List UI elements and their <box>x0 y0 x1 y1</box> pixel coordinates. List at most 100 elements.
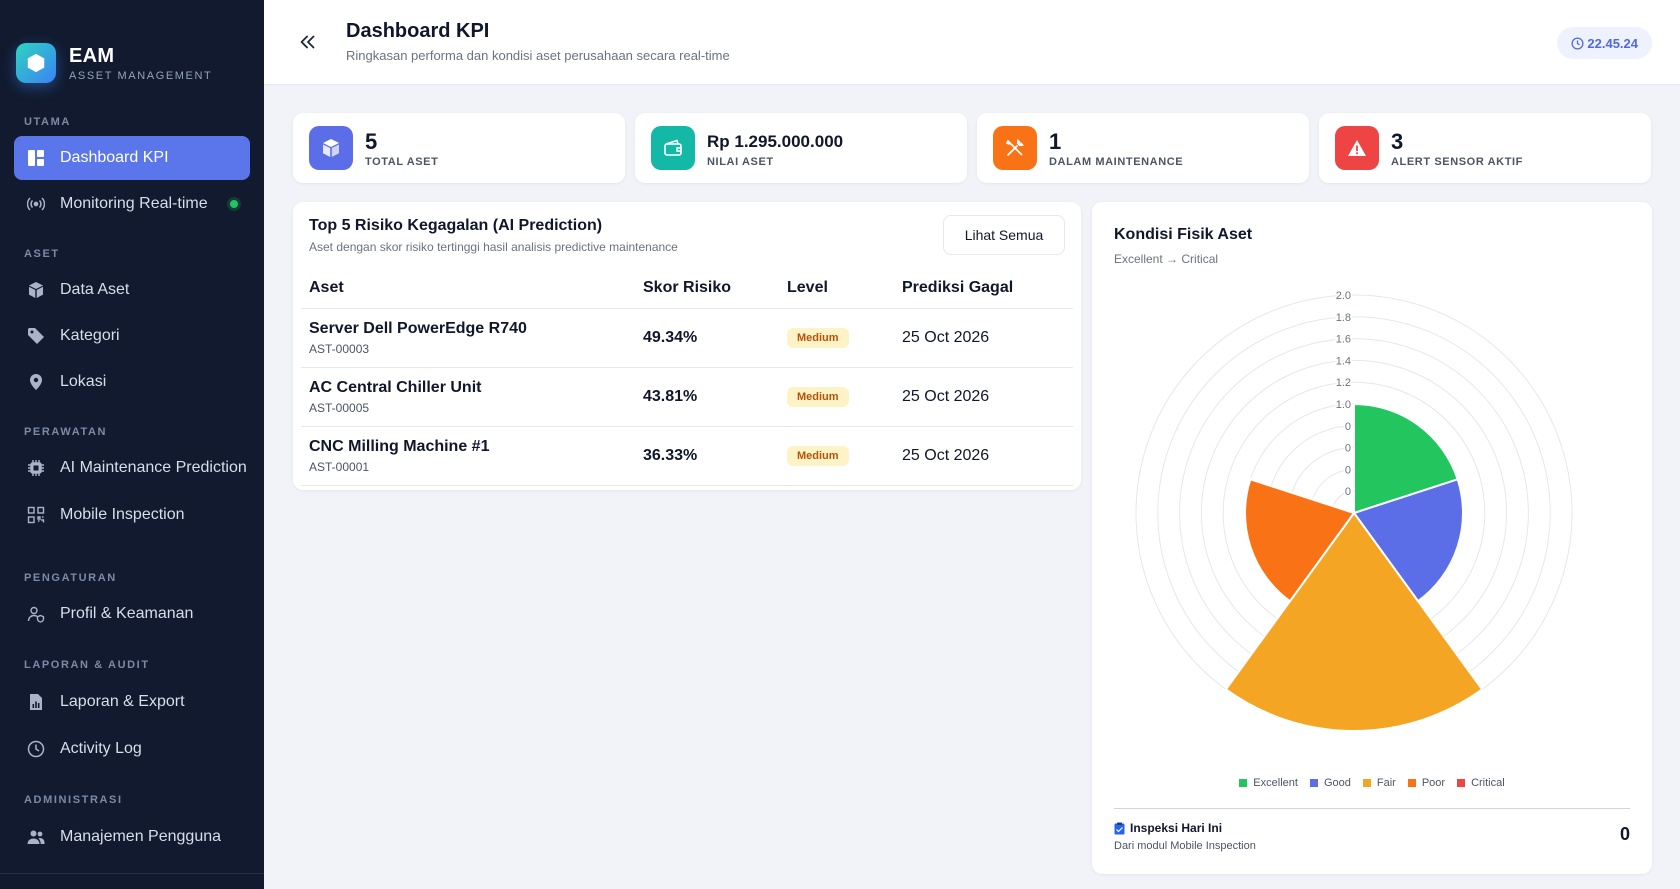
sidebar-item-label: Lokasi <box>60 373 107 390</box>
cpu-icon <box>26 458 46 478</box>
brand-subtitle: ASSET MANAGEMENT <box>69 70 213 82</box>
nav-section-laporan: LAPORAN & AUDIT <box>24 659 150 671</box>
condition-polar-chart[interactable]: 2.0 1.8 1.6 1.4 1.2 1.0 0 0 0 0 <box>1092 202 1652 772</box>
asset-name: Server Dell PowerEdge R740 <box>309 319 527 337</box>
users-icon <box>26 827 46 847</box>
table-row[interactable]: AC Central Chiller Unit AST-00005 43.81%… <box>301 367 1073 427</box>
tag-icon <box>26 326 46 346</box>
risk-card: Top 5 Risiko Kegagalan (AI Prediction) A… <box>293 202 1081 490</box>
inspection-subtitle: Dari modul Mobile Inspection <box>1114 840 1256 852</box>
legend-label: Critical <box>1471 777 1505 789</box>
chevrons-left-icon <box>300 35 315 49</box>
box-icon <box>26 280 46 300</box>
clock-time: 22.45.24 <box>1587 35 1638 51</box>
condition-subtitle: Excellent → Critical <box>1114 252 1219 266</box>
sidebar-item-monitoring[interactable]: Monitoring Real-time <box>14 182 250 226</box>
sidebar-item-activity-log[interactable]: Activity Log <box>14 727 250 771</box>
risk-score: 36.33% <box>643 446 698 464</box>
box-icon <box>309 126 353 170</box>
sidebar-item-data-aset[interactable]: Data Aset <box>14 268 250 312</box>
condition-card: Kondisi Fisik Aset Excellent → Critical … <box>1092 202 1652 874</box>
level-badge: Medium <box>787 327 849 348</box>
legend-item-poor[interactable]: Poor <box>1407 777 1446 789</box>
sidebar-item-mobile-inspection[interactable]: Mobile Inspection <box>14 493 250 537</box>
table-row[interactable]: Server Dell PowerEdge R740 AST-00003 49.… <box>301 308 1073 368</box>
sidebar-item-label: Monitoring Real-time <box>60 195 208 212</box>
column-header-level[interactable]: Level <box>779 268 894 309</box>
slice-excellent[interactable] <box>1353 402 1459 515</box>
sidebar-item-lokasi[interactable]: Lokasi <box>14 360 250 404</box>
report-icon <box>26 692 46 712</box>
sidebar-item-ai-maintenance[interactable]: AI Maintenance Prediction <box>14 446 250 490</box>
kpi-value: 3 <box>1391 128 1404 154</box>
legend-swatch <box>1407 779 1416 787</box>
kpi-card-dalam-maintenance: 1 DALAM MAINTENANCE <box>977 113 1309 183</box>
risk-subtitle: Aset dengan skor risiko tertinggi hasil … <box>309 240 678 254</box>
radial-tick-label: 1.2 <box>1336 377 1351 389</box>
live-status-dot <box>230 200 238 208</box>
top-header: Dashboard KPI Ringkasan performa dan kon… <box>264 0 1680 85</box>
radial-tick-label: 1.0 <box>1336 399 1351 411</box>
legend-item-fair[interactable]: Fair <box>1362 777 1396 789</box>
dashboard-icon <box>26 148 46 168</box>
clipboard-icon <box>1114 822 1125 834</box>
legend-item-good[interactable]: Good <box>1309 777 1351 789</box>
nav-section-aset: ASET <box>24 248 60 260</box>
kpi-value: 1 <box>1049 128 1062 154</box>
inspection-value: 0 <box>1619 824 1630 844</box>
brand[interactable]: EAM ASSET MANAGEMENT <box>0 0 264 100</box>
collapse-sidebar-button[interactable] <box>294 28 322 56</box>
nav-section-administrasi: ADMINISTRASI <box>24 794 123 806</box>
sidebar-item-dashboard-kpi[interactable]: Dashboard KPI <box>14 136 250 180</box>
kpi-card-total-aset: 5 TOTAL ASET <box>293 113 625 183</box>
legend-item-critical[interactable]: Critical <box>1457 777 1505 789</box>
kpi-value: 5 <box>365 128 378 154</box>
nav-section-pengaturan: PENGATURAN <box>24 572 117 584</box>
brand-title: EAM <box>69 45 115 67</box>
legend-label: Excellent <box>1253 777 1298 789</box>
sidebar-item-label: Activity Log <box>60 740 142 757</box>
asset-code: AST-00001 <box>309 459 370 474</box>
radial-tick-label: 1.8 <box>1336 312 1351 324</box>
slice-fair[interactable] <box>1224 511 1484 732</box>
legend-label: Poor <box>1421 777 1446 789</box>
legend-label: Fair <box>1376 777 1396 789</box>
column-header-aset[interactable]: Aset <box>301 268 635 309</box>
legend-item-excellent[interactable]: Excellent <box>1239 777 1298 789</box>
radial-tick-label: 0 <box>1345 464 1351 476</box>
table-row[interactable]: CNC Milling Machine #1 AST-00001 36.33% … <box>301 426 1073 486</box>
column-header-prediksi[interactable]: Prediksi Gagal <box>894 268 1073 309</box>
sidebar-item-label: AI Maintenance Prediction <box>60 459 247 476</box>
inspection-title: Inspeksi Hari Ini <box>1114 821 1222 835</box>
sidebar-item-kategori[interactable]: Kategori <box>14 314 250 358</box>
clock-badge: 22.45.24 <box>1557 27 1652 59</box>
kpi-value: Rp 1.295.000.000 <box>707 131 844 151</box>
broadcast-icon <box>26 194 46 214</box>
sidebar-footer-divider <box>0 873 264 889</box>
sidebar-item-label: Manajemen Pengguna <box>60 828 222 845</box>
risk-score: 49.34% <box>643 328 698 346</box>
level-badge: Medium <box>787 445 849 466</box>
nav-section-utama: UTAMA <box>24 116 71 128</box>
user-shield-icon <box>26 604 46 624</box>
sidebar-item-label: Profil & Keamanan <box>60 605 194 622</box>
asset-code: AST-00003 <box>309 341 370 356</box>
legend-swatch <box>1457 779 1466 787</box>
page-title: Dashboard KPI <box>346 20 490 42</box>
sidebar-item-profil[interactable]: Profil & Keamanan <box>14 592 250 636</box>
slice-good[interactable] <box>1352 478 1464 603</box>
asset-name: AC Central Chiller Unit <box>309 378 482 396</box>
inspection-title-text: Inspeksi Hari Ini <box>1130 821 1223 835</box>
see-all-button[interactable]: Lihat Semua <box>943 215 1065 255</box>
condition-title: Kondisi Fisik Aset <box>1114 226 1253 243</box>
slice-poor[interactable] <box>1244 478 1356 603</box>
sidebar-item-label: Kategori <box>60 327 120 344</box>
radial-tick-label: 0 <box>1345 421 1351 433</box>
sidebar-item-laporan-export[interactable]: Laporan & Export <box>14 680 250 724</box>
kpi-label: DALAM MAINTENANCE <box>1049 155 1184 168</box>
wallet-icon <box>651 126 695 170</box>
sidebar-item-manajemen-pengguna[interactable]: Manajemen Pengguna <box>14 815 250 859</box>
chart-legend: Excellent Good Fair Poor Critical <box>1092 777 1652 789</box>
risk-title: Top 5 Risiko Kegagalan (AI Prediction) <box>309 217 603 234</box>
column-header-skor[interactable]: Skor Risiko <box>635 268 779 309</box>
